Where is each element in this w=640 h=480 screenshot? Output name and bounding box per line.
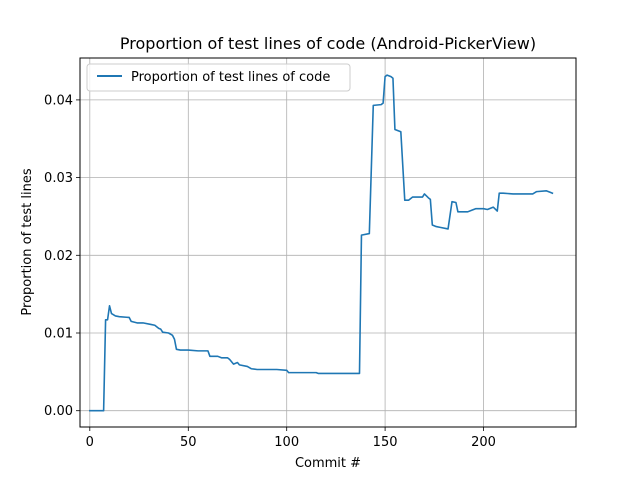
- legend-box: [86, 63, 351, 92]
- legend-label: Proportion of test lines of code: [131, 70, 330, 85]
- y-tick-label: 0.04: [44, 93, 73, 108]
- legend: Proportion of test lines of code: [86, 63, 351, 92]
- y-tick-label: 0.00: [44, 404, 73, 419]
- y-tick-label: 0.02: [44, 249, 73, 264]
- x-tick-label: 150: [373, 435, 398, 450]
- y-tick-label: 0.03: [44, 171, 73, 186]
- plot-frame: [79, 57, 577, 428]
- x-axis: 0 50 100 150 200: [86, 427, 496, 450]
- x-tick-label: 0: [86, 435, 94, 450]
- x-tick-label: 200: [471, 435, 496, 450]
- y-axis: 0.00 0.01 0.02 0.03 0.04: [44, 93, 80, 419]
- x-tick-label: 50: [180, 435, 197, 450]
- series-line: [89, 74, 554, 412]
- series-layer: [89, 74, 554, 412]
- y-tick-label: 0.01: [44, 327, 73, 342]
- x-tick-label: 100: [274, 435, 299, 450]
- x-axis-label: Commit #: [295, 456, 361, 471]
- y-axis-label: Proportion of test lines: [20, 168, 35, 315]
- plot-area: [80, 58, 576, 427]
- chart-title: Proportion of test lines of code (Androi…: [120, 34, 536, 53]
